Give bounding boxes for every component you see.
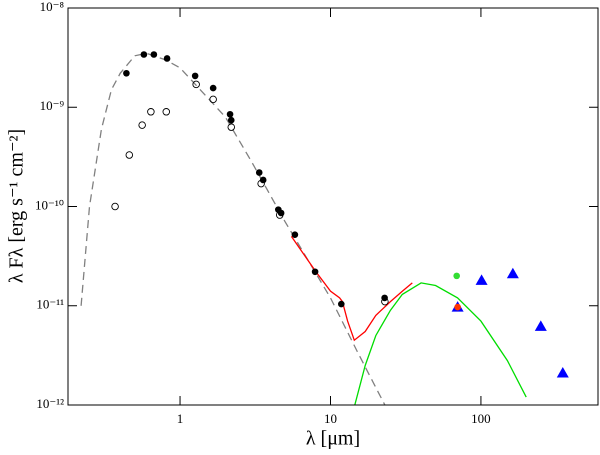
circle-marker <box>150 51 158 58</box>
triangle-marker <box>506 267 519 279</box>
series-line <box>290 236 413 342</box>
circle-marker <box>147 108 155 116</box>
circle-marker <box>227 123 236 131</box>
y-tick-label: 10⁻¹¹ <box>36 297 64 312</box>
triangle-marker <box>534 320 547 331</box>
y-tick-label: 10⁻⁹ <box>40 98 65 113</box>
y-axis-label: λ Fλ [erg s⁻¹ cm⁻²] <box>6 129 28 283</box>
circle-marker <box>454 303 461 311</box>
circle-marker <box>111 202 119 211</box>
triangle-marker <box>475 274 488 285</box>
series-line <box>354 282 527 405</box>
circle-marker <box>227 116 235 124</box>
circle-marker <box>192 80 200 89</box>
circle-marker <box>255 169 263 176</box>
x-tick-label: 10 <box>324 411 337 426</box>
circle-marker <box>125 151 134 159</box>
x-tick-label: 100 <box>471 411 491 426</box>
circle-marker <box>138 121 146 129</box>
circle-marker <box>209 95 217 104</box>
circle-marker <box>162 108 171 116</box>
circle-marker <box>140 51 148 58</box>
circle-marker <box>338 300 345 308</box>
circle-marker <box>277 209 285 217</box>
x-axis-label: λ [μm] <box>306 428 360 450</box>
circle-marker <box>163 55 171 62</box>
x-tick-label: 1 <box>177 411 184 426</box>
circle-marker <box>381 294 388 302</box>
triangle-marker <box>556 367 569 378</box>
circle-marker <box>291 231 299 238</box>
plot-frame <box>67 7 599 406</box>
y-tick-label: 10⁻¹² <box>36 396 64 411</box>
circle-marker <box>311 268 319 276</box>
circle-marker <box>209 84 217 92</box>
series-line <box>80 52 386 405</box>
circle-marker <box>259 176 267 184</box>
circle-marker <box>226 110 234 118</box>
y-tick-label: 10⁻¹⁰ <box>35 197 64 212</box>
circle-marker <box>191 72 199 80</box>
circle-marker <box>453 272 460 280</box>
circle-marker <box>123 69 130 77</box>
y-tick-label: 10⁻⁸ <box>40 0 65 14</box>
